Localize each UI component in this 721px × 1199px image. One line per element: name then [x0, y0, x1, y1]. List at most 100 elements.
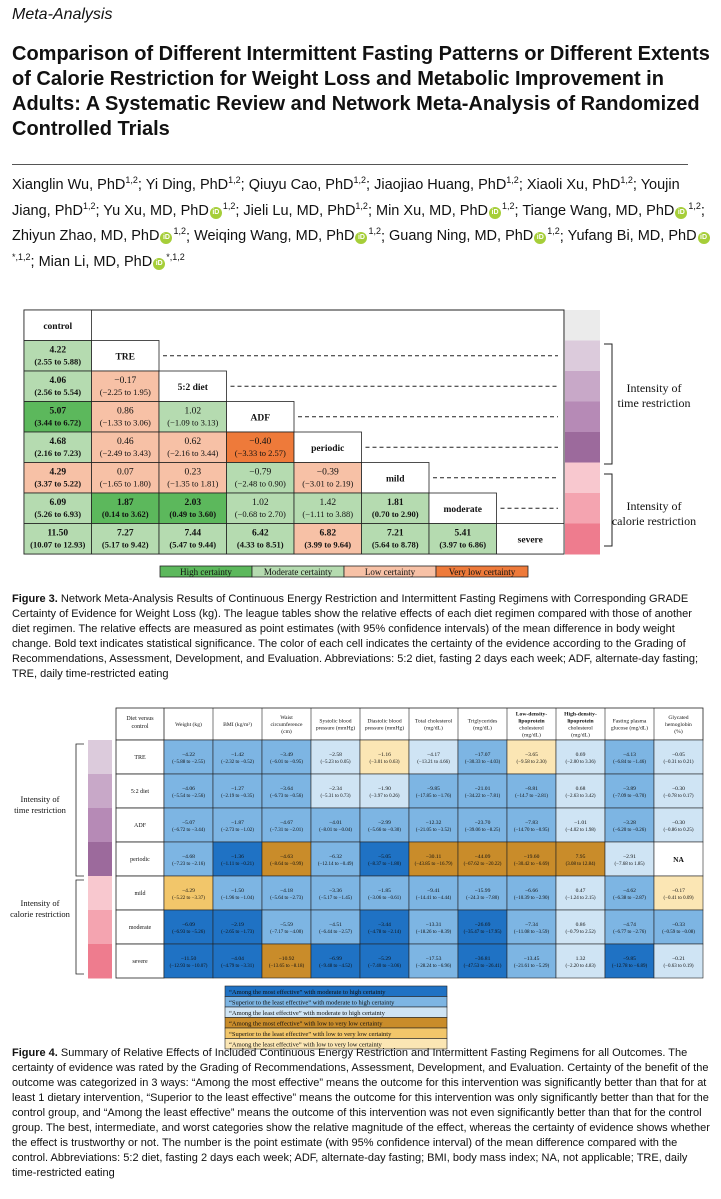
author-affiliation: 1,2 — [506, 175, 519, 185]
league-ci: (3.37 to 5.22) — [34, 479, 81, 489]
column-header: (mg/dL) — [571, 732, 590, 739]
league-label: 5:2 diet — [178, 383, 209, 393]
summary-cell — [604, 841, 655, 877]
summary-cell — [506, 807, 557, 843]
summary-cell — [653, 773, 704, 809]
summary-value: −30.11 — [426, 854, 442, 860]
summary-ci: (−39.06 to −8.25) — [465, 828, 501, 833]
summary-value: −3.28 — [623, 820, 636, 826]
league-ci: (−1.11 to 3.88) — [302, 509, 353, 519]
orcid-icon[interactable]: iD — [355, 232, 368, 245]
league-value: 6.42 — [252, 529, 269, 539]
orcid-icon[interactable]: iD — [675, 206, 688, 219]
league-value: 7.27 — [117, 529, 134, 539]
orcid-icon[interactable]: iD — [534, 232, 547, 245]
author-name: Min Xu, MD, PhD — [376, 202, 488, 219]
intensity-swatch — [88, 842, 112, 877]
summary-value: 7.95 — [576, 854, 586, 860]
summary-value: −4.17 — [427, 752, 440, 758]
summary-ci: (−8.01 to −0.04) — [319, 828, 352, 833]
summary-value: −19.60 — [524, 854, 540, 860]
league-ci: (5.17 to 9.42) — [102, 540, 149, 550]
league-ci: (3.99 to 9.64) — [304, 540, 351, 550]
orcid-icon[interactable]: iD — [209, 206, 222, 219]
summary-cell — [408, 807, 459, 843]
intensity-swatch — [565, 401, 600, 433]
summary-ci: (−2.65 to −1.73) — [221, 930, 254, 935]
summary-ci: (−0.63 to 0.19) — [663, 964, 693, 969]
summary-cell — [261, 773, 312, 809]
summary-value: −0.17 — [672, 888, 685, 894]
author-name: Weiqing Wang, MD, PhD — [194, 228, 355, 245]
summary-cell — [555, 807, 606, 843]
summary-value: −3.65 — [525, 752, 538, 758]
column-header: (mg/dL) — [522, 732, 541, 739]
summary-cell — [653, 909, 704, 945]
orcid-icon[interactable]: iD — [160, 232, 173, 245]
summary-value: −2.99 — [378, 820, 391, 826]
column-header: pressure (mmHg) — [316, 725, 355, 732]
league-cell — [23, 492, 92, 524]
corner-label: Diet versus — [126, 716, 154, 722]
intensity-swatch — [565, 371, 600, 402]
league-ci: (−3.33 to 2.57) — [235, 448, 286, 458]
side-label-calorie: calorie restriction — [612, 514, 696, 528]
orcid-icon[interactable]: iD — [153, 258, 166, 271]
author-name: Jieli Lu, MD, PhD — [243, 202, 356, 219]
summary-cell — [212, 943, 263, 979]
summary-cell — [261, 909, 312, 945]
calorie-bracket — [604, 473, 613, 547]
summary-cell — [212, 875, 263, 911]
author: Zhiyun Zhao, MD, PhD iD1,2 — [12, 227, 186, 245]
orcid-icon[interactable]: iD — [697, 232, 710, 245]
figure-3-caption-text: Network Meta-Analysis Results of Continu… — [12, 593, 699, 680]
legend-label: Very low certainty — [449, 567, 516, 577]
summary-value: −1.90 — [378, 786, 391, 792]
figure-4-summary-table: Diet versus control Weight (kg) BMI (kg/m²)… — [10, 707, 704, 1050]
summary-ci: (−13.65 to −8.18) — [269, 964, 305, 969]
league-ci: (2.16 to 7.23) — [34, 448, 81, 458]
intensity-swatch — [565, 432, 600, 463]
summary-value: 0.68 — [576, 786, 586, 792]
summary-ci: (−17.85 to −1.76) — [416, 794, 452, 799]
summary-ci: (−1.11 to −0.21) — [221, 862, 254, 867]
author-name: Youjin Jiang, PhD — [12, 176, 680, 219]
summary-cell — [261, 943, 312, 979]
row-label: TRE — [134, 755, 146, 761]
summary-value: −2.34 — [329, 786, 342, 792]
league-ci: (0.14 to 3.62) — [102, 509, 149, 519]
orcid-icon[interactable]: iD — [489, 206, 501, 219]
summary-ci: (−8.64 to −0.99) — [270, 862, 303, 867]
column-header: (mg/dL) — [473, 725, 492, 732]
author-affiliation: 1,2 — [228, 175, 241, 185]
league-cell — [158, 431, 227, 463]
summary-value: −1.36 — [231, 854, 244, 860]
corner-label: control — [132, 724, 149, 730]
summary-ci: (−30.42 to −6.69) — [514, 862, 550, 867]
summary-cell — [359, 943, 410, 979]
summary-ci: (−24.3 to −7.80) — [466, 896, 499, 901]
summary-value: 1.32 — [576, 956, 586, 962]
summary-value: −12.32 — [426, 820, 442, 826]
summary-ci: (−12.14 to −0.49) — [318, 862, 354, 867]
summary-cell — [163, 909, 214, 945]
league-ci: (−2.25 to 1.95) — [100, 387, 151, 397]
league-cell — [428, 523, 497, 555]
league-value: −0.17 — [114, 376, 136, 386]
league-label: control — [43, 322, 72, 332]
summary-ci: (−6.38 to −2.87) — [613, 896, 646, 901]
summary-value: −2.19 — [231, 922, 244, 928]
summary-ci: (−67.62 to −20.22) — [464, 862, 502, 867]
summary-value: −1.01 — [574, 820, 587, 826]
league-value: 0.23 — [184, 468, 201, 478]
legend-label: “Superior to the least effective” with l… — [229, 1031, 392, 1038]
author-affiliation: 1,2 — [688, 200, 701, 211]
summary-cell — [604, 875, 655, 911]
league-ci: (−1.35 to 1.81) — [167, 479, 218, 489]
author: Yi Ding, PhD1,2 — [146, 175, 241, 193]
figure-3-league-table: control 4.22(2.55 to 5.88) TRE 4.06(2.56 to… — [23, 309, 696, 578]
summary-value: −8.81 — [525, 786, 538, 792]
summary-cell — [604, 807, 655, 843]
summary-ci: (−6.44 to −2.57) — [319, 930, 352, 935]
summary-ci: (−6.77 to −2.76) — [613, 930, 646, 935]
